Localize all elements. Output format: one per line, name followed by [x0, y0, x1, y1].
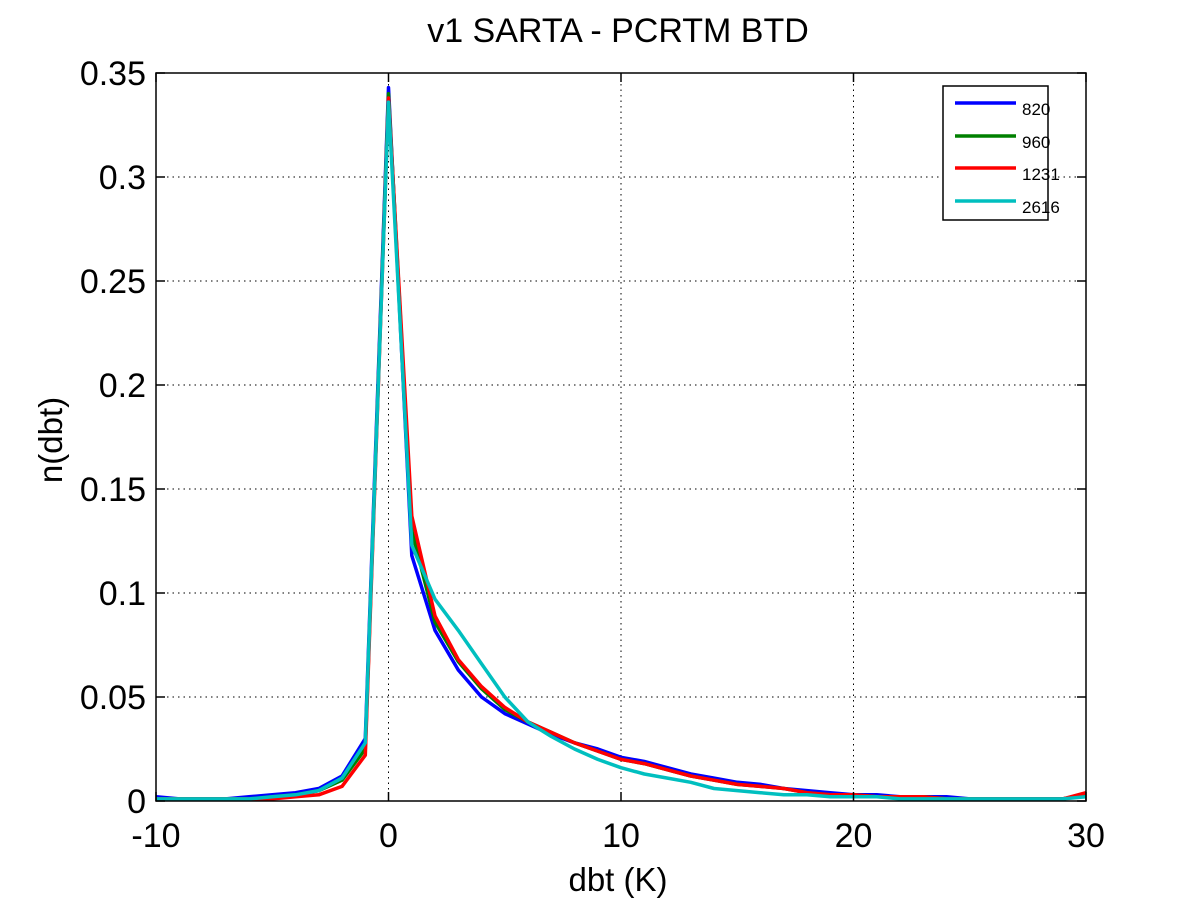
- y-tick-label: 0.35: [80, 55, 146, 93]
- x-tick-labels: -10 0 10 20 30: [131, 817, 1104, 855]
- chart-title: v1 SARTA - PCRTM BTD: [427, 12, 809, 50]
- y-tick-label: 0.2: [99, 367, 146, 405]
- y-tick-label: 0.05: [80, 679, 146, 717]
- x-tick-label: 10: [602, 817, 640, 855]
- y-tick-label: 0: [127, 783, 146, 821]
- grid-lines: [156, 73, 1086, 801]
- legend-box: [942, 85, 1049, 221]
- legend-label-1231: 1231: [1022, 165, 1060, 184]
- legend: 820 960 1231 2616: [942, 85, 1060, 221]
- x-tick-label: -10: [131, 817, 180, 855]
- x-axis-label: dbt (K): [568, 861, 667, 898]
- x-tick-label: 30: [1067, 817, 1105, 855]
- y-tick-label: 0.3: [99, 159, 146, 197]
- series-line-2616: [156, 100, 1087, 801]
- x-tick-label: 20: [835, 817, 873, 855]
- axis-ticks: [155, 72, 1087, 802]
- legend-label-2616: 2616: [1022, 198, 1060, 217]
- series-lines: [155, 85, 1087, 801]
- x-tick-label: 0: [379, 817, 398, 855]
- y-tick-label: 0.15: [80, 471, 146, 509]
- y-axis-label: n(dbt): [32, 397, 69, 483]
- legend-label-960: 960: [1022, 133, 1050, 152]
- y-tick-label: 0.1: [99, 575, 146, 613]
- y-tick-labels: 0 0.05 0.1 0.15 0.2 0.25 0.3 0.35: [80, 55, 146, 821]
- y-tick-label: 0.25: [80, 263, 146, 301]
- legend-label-820: 820: [1022, 100, 1050, 119]
